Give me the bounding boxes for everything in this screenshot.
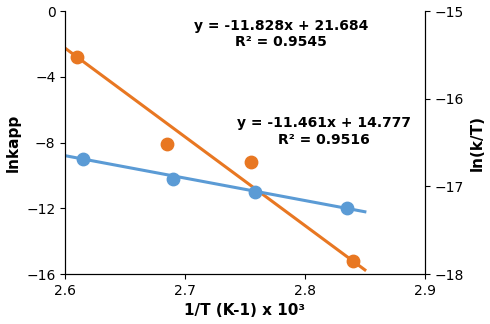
Point (79, 156, 87, 162)
Point (163, 142, 171, 147)
Point (169, 176, 177, 181)
Y-axis label: lnkapp: lnkapp (5, 113, 21, 172)
Point (251, 189, 259, 194)
Y-axis label: ln(k/T): ln(k/T) (469, 115, 485, 171)
Text: y = -11.828x + 21.684
R² = 0.9545: y = -11.828x + 21.684 R² = 0.9545 (194, 19, 368, 49)
X-axis label: 1/T (K-1) x 10³: 1/T (K-1) x 10³ (184, 304, 306, 318)
Point (247, 160, 255, 165)
Point (343, 206, 351, 211)
Point (349, 259, 357, 264)
Point (74, 54, 81, 60)
Text: y = -11.461x + 14.777
R² = 0.9516: y = -11.461x + 14.777 R² = 0.9516 (237, 116, 411, 146)
